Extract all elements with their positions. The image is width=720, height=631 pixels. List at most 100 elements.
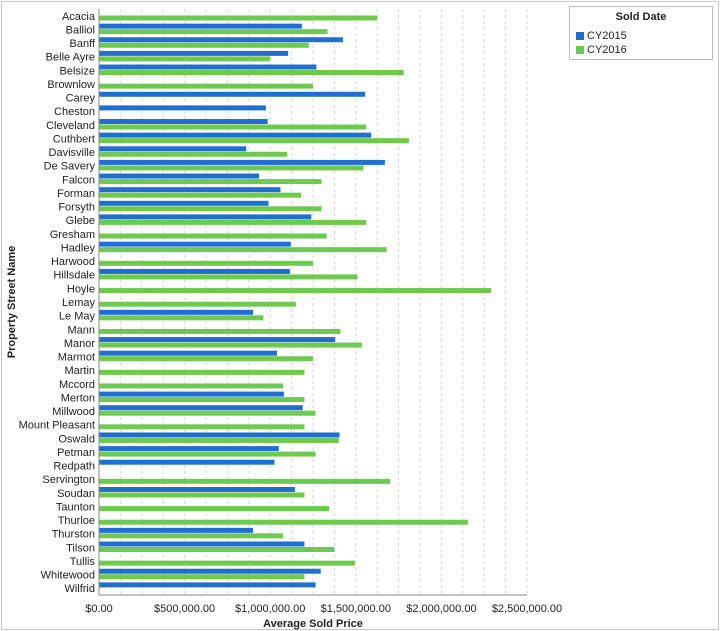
bar-cy2015-soudan[interactable] bbox=[99, 486, 296, 492]
bar-cy2015-banff[interactable] bbox=[99, 37, 343, 43]
legend: Sold Date CY2015 CY2016 bbox=[569, 6, 713, 60]
category-label: Taunton bbox=[56, 501, 95, 513]
bar-cy2016-taunton[interactable] bbox=[99, 506, 330, 512]
bar-cy2015-redpath[interactable] bbox=[99, 459, 275, 465]
category-label: Martin bbox=[64, 365, 95, 377]
bar-cy2015-balliol[interactable] bbox=[99, 23, 302, 29]
bar-cy2015-marmot[interactable] bbox=[99, 350, 278, 356]
x-tick-label: $2,000,000.00 bbox=[406, 603, 476, 615]
bar-cy2016-falcon[interactable] bbox=[99, 179, 322, 185]
category-label: Hadley bbox=[61, 242, 96, 254]
category-label: Carey bbox=[66, 93, 96, 105]
bar-cy2015-forman[interactable] bbox=[99, 187, 281, 193]
bar-cy2016-whitewood[interactable] bbox=[99, 574, 305, 580]
bar-cy2016-belle-ayre[interactable] bbox=[99, 56, 271, 62]
bar-cy2015-oswald[interactable] bbox=[99, 432, 340, 438]
bar-cy2015-hillsdale[interactable] bbox=[99, 268, 290, 274]
category-label: De Savery bbox=[44, 161, 96, 173]
bar-cy2016-forman[interactable] bbox=[99, 192, 302, 198]
bar-cy2016-lemay[interactable] bbox=[99, 301, 296, 307]
category-label: Hoyle bbox=[67, 283, 95, 295]
bar-cy2016-hillsdale[interactable] bbox=[99, 274, 358, 280]
bar-cy2015-thurston[interactable] bbox=[99, 527, 254, 533]
category-label: Glebe bbox=[66, 215, 95, 227]
bar-cy2016-millwood[interactable] bbox=[99, 410, 316, 416]
bar-cy2016-brownlow[interactable] bbox=[99, 83, 313, 89]
category-label: Mann bbox=[67, 324, 95, 336]
bar-cy2015-petman[interactable] bbox=[99, 446, 279, 452]
bar-cy2015-belsize[interactable] bbox=[99, 64, 317, 70]
bar-cy2016-banff[interactable] bbox=[99, 42, 309, 48]
bar-cy2015-tilson[interactable] bbox=[99, 541, 305, 547]
category-label: Falcon bbox=[62, 174, 95, 186]
bar-cy2015-hadley[interactable] bbox=[99, 241, 291, 247]
bar-cy2016-petman[interactable] bbox=[99, 451, 316, 457]
bar-cy2016-gresham[interactable] bbox=[99, 233, 327, 239]
bar-cy2016-thurston[interactable] bbox=[99, 533, 284, 539]
bar-cy2016-merton[interactable] bbox=[99, 397, 305, 403]
bar-cy2016-mann[interactable] bbox=[99, 328, 341, 334]
x-tick-label: $1,000,000.00 bbox=[235, 603, 305, 615]
x-tick-labels: $0.00 $500,000.00 $1,000,000.00 $1,500,000.… bbox=[85, 603, 562, 615]
bar-cy2015-whitewood[interactable] bbox=[99, 568, 321, 574]
category-label: Wilfrid bbox=[64, 583, 95, 595]
bar-cy2015-manor[interactable] bbox=[99, 337, 336, 343]
bar-cy2016-forsyth[interactable] bbox=[99, 206, 322, 212]
bar-cy2015-millwood[interactable] bbox=[99, 405, 303, 411]
bar-cy2016-cleveland[interactable] bbox=[99, 124, 367, 130]
bar-cy2016-balliol[interactable] bbox=[99, 29, 328, 35]
bar-cy2016-davisville[interactable] bbox=[99, 151, 288, 157]
legend-item-cy2016: CY2016 bbox=[576, 43, 627, 57]
category-label: Tullis bbox=[70, 556, 96, 568]
x-axis-title: Average Sold Price bbox=[263, 618, 363, 630]
bar-cy2016-manor[interactable] bbox=[99, 342, 362, 348]
bar-cy2016-tullis[interactable] bbox=[99, 560, 355, 566]
bar-cy2016-servington[interactable] bbox=[99, 478, 391, 484]
bar-cy2016-thurloe[interactable] bbox=[99, 519, 468, 525]
category-label: Marmot bbox=[58, 352, 95, 364]
bar-cy2015-forsyth[interactable] bbox=[99, 200, 269, 206]
bar-cy2016-acacia[interactable] bbox=[99, 15, 378, 21]
bar-cy2015-wilfrid[interactable] bbox=[99, 582, 316, 588]
bar-cy2016-harwood[interactable] bbox=[99, 260, 313, 266]
bar-cy2016-glebe[interactable] bbox=[99, 219, 367, 225]
category-label: Thurston bbox=[52, 529, 95, 541]
bar-cy2016-marmot[interactable] bbox=[99, 356, 313, 362]
category-label: Millwood bbox=[52, 406, 95, 418]
bar-cy2016-mccord[interactable] bbox=[99, 383, 284, 389]
bar-cy2015-davisville[interactable] bbox=[99, 146, 247, 152]
bar-cy2015-merton[interactable] bbox=[99, 391, 284, 397]
bar-cy2016-tilson[interactable] bbox=[99, 546, 335, 552]
category-label: Cuthbert bbox=[53, 133, 95, 145]
bar-cy2015-falcon[interactable] bbox=[99, 173, 260, 179]
bars bbox=[99, 15, 492, 588]
bar-cy2016-belsize[interactable] bbox=[99, 70, 404, 76]
bar-cy2015-carey[interactable] bbox=[99, 91, 366, 97]
x-tick-label: $0.00 bbox=[85, 603, 113, 615]
bar-cy2015-belle-ayre[interactable] bbox=[99, 50, 289, 56]
bar-cy2016-mount-pleasant[interactable] bbox=[99, 424, 305, 430]
category-label: Tilson bbox=[66, 542, 95, 554]
bar-cy2016-de-savery[interactable] bbox=[99, 165, 364, 171]
bar-cy2016-hoyle[interactable] bbox=[99, 288, 492, 294]
category-label: Mount Pleasant bbox=[19, 420, 95, 432]
bar-cy2016-martin[interactable] bbox=[99, 369, 305, 375]
bar-cy2015-cuthbert[interactable] bbox=[99, 132, 372, 138]
bar-cy2016-soudan[interactable] bbox=[99, 492, 305, 498]
bar-cy2015-glebe[interactable] bbox=[99, 214, 312, 220]
bar-cy2016-le-may[interactable] bbox=[99, 315, 264, 321]
bar-cy2015-le-may[interactable] bbox=[99, 309, 254, 315]
category-label: Oswald bbox=[58, 433, 95, 445]
category-label: Thurloe bbox=[58, 515, 95, 527]
bar-cy2015-cheston[interactable] bbox=[99, 105, 266, 111]
category-label: Petman bbox=[57, 447, 95, 459]
y-axis-title: Property Street Name bbox=[6, 246, 18, 359]
x-tick-label: $2,500,000.00 bbox=[492, 603, 562, 615]
bar-cy2016-oswald[interactable] bbox=[99, 437, 339, 443]
bar-cy2015-cleveland[interactable] bbox=[99, 119, 268, 125]
bar-cy2016-hadley[interactable] bbox=[99, 247, 387, 253]
bar-cy2015-de-savery[interactable] bbox=[99, 159, 385, 165]
bar-cy2016-cuthbert[interactable] bbox=[99, 138, 409, 144]
category-label: Balliol bbox=[66, 24, 95, 36]
category-label: Lemay bbox=[62, 297, 96, 309]
